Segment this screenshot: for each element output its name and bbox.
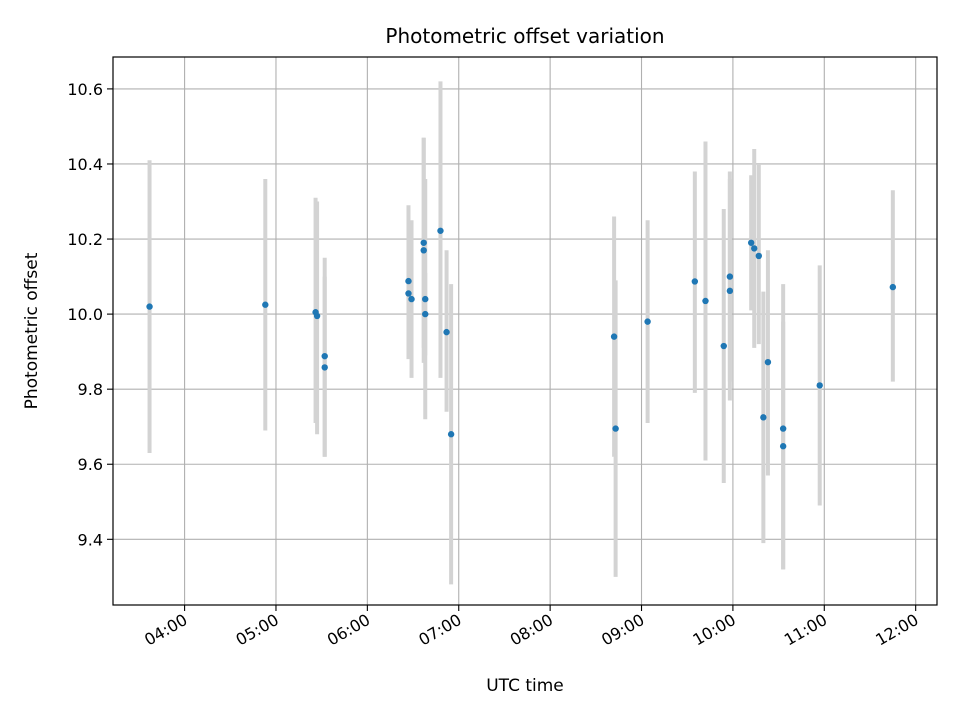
data-point (408, 295, 415, 303)
data-points (146, 227, 897, 450)
data-point (437, 227, 444, 234)
y-tick-label: 10.0 (67, 305, 103, 324)
y-tick-label: 10.6 (67, 80, 103, 99)
data-point (644, 318, 651, 325)
y-tick-label: 9.6 (78, 455, 103, 474)
data-point (726, 273, 734, 280)
data-point (420, 247, 427, 254)
data-point (146, 303, 153, 310)
data-point (889, 283, 897, 291)
y-tick-label: 10.2 (67, 230, 103, 249)
data-point (405, 290, 412, 297)
y-axis: 9.4 9.6 9.8 10.0 10.2 10.4 10.6 (67, 80, 113, 549)
chart-title: Photometric offset variation (385, 24, 664, 48)
data-point (321, 352, 328, 360)
data-point (760, 414, 767, 421)
data-point (610, 333, 618, 340)
data-point (726, 287, 734, 295)
data-point (262, 301, 269, 308)
grid (113, 57, 937, 605)
data-point (702, 297, 709, 305)
data-point (755, 252, 762, 260)
data-point (313, 312, 321, 320)
data-point (747, 239, 755, 246)
y-tick-label: 9.8 (78, 380, 103, 399)
data-point (420, 239, 427, 246)
data-point (691, 278, 699, 285)
data-point (612, 425, 619, 432)
data-point (321, 364, 328, 371)
data-point (751, 245, 758, 252)
y-axis-label: Photometric offset (22, 252, 42, 409)
plot-frame (112, 56, 938, 606)
data-point (779, 443, 787, 450)
x-axis-label: UTC time (486, 676, 564, 696)
y-tick-label: 9.4 (78, 530, 103, 549)
data-point (447, 431, 455, 438)
data-point (816, 382, 823, 389)
data-point (422, 310, 429, 318)
data-point (764, 358, 772, 366)
data-point (422, 295, 429, 303)
data-point (720, 342, 727, 350)
data-point (405, 277, 412, 285)
data-point (443, 328, 450, 336)
y-tick-label: 10.4 (67, 155, 103, 174)
data-point (779, 425, 787, 432)
